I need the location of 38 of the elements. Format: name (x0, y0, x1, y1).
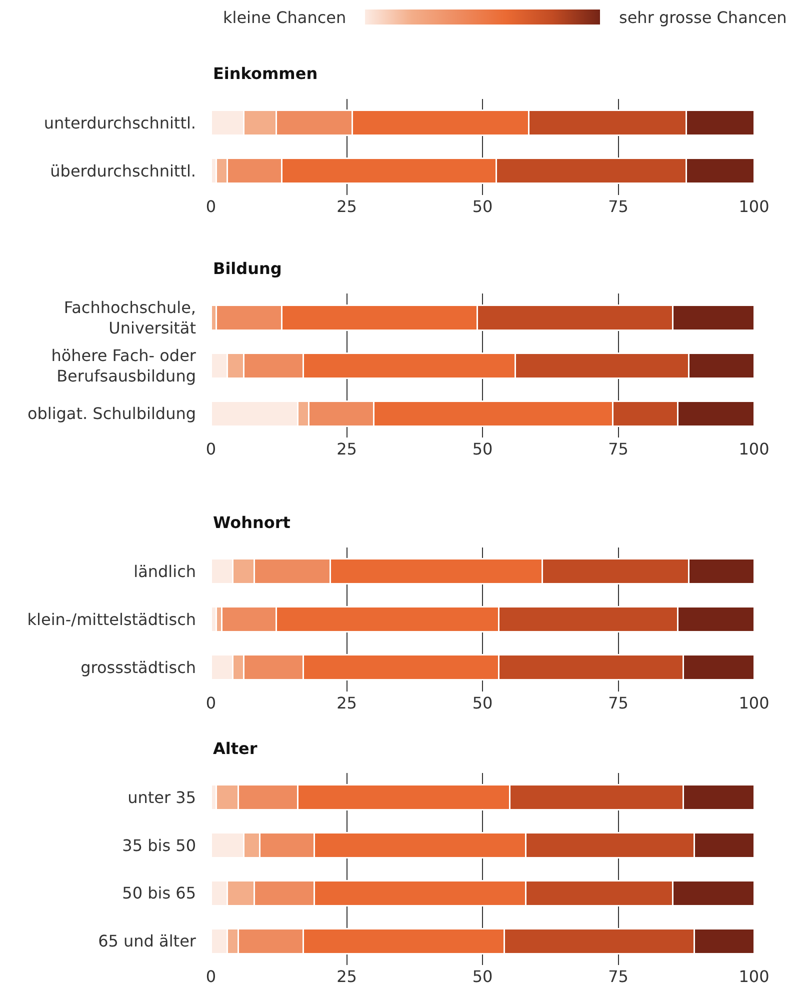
x-tick-label: 25 (336, 440, 357, 459)
y-tick-label: Fachhochschule, Universität (64, 298, 196, 338)
y-tick-label: unter 35 (128, 788, 196, 807)
x-tick-label: 75 (608, 693, 628, 712)
x-tick-label: 25 (336, 967, 357, 986)
text: sehr grosse Chancen (619, 8, 787, 27)
y-tick-label: unterdurchschnittl. (44, 113, 196, 132)
y-tick-label: 35 bis 50 (122, 836, 196, 855)
y-tick-label: überdurchschnittl. (50, 161, 196, 180)
x-tick-label: 100 (738, 967, 770, 986)
x-tick-label: 100 (738, 196, 770, 216)
chart-title: Wohnort (213, 513, 291, 532)
chart-title: Bildung (213, 259, 282, 278)
x-tick-label: 50 (472, 440, 493, 459)
x-tick-label: 25 (336, 693, 357, 712)
x-tick-label: 50 (472, 693, 493, 712)
x-tick-label: 0 (206, 693, 216, 712)
y-tick-label: höhere Fach- oder Berufsausbildung (51, 346, 196, 386)
x-tick-label: 0 (206, 440, 216, 459)
x-tick-label: 50 (472, 967, 493, 986)
y-tick-label: grossstädtisch (80, 658, 196, 677)
y-tick-label: ländlich (134, 562, 196, 582)
x-tick-label: 0 (206, 196, 216, 216)
y-tick-label: klein-/mittelstädtisch (27, 610, 196, 629)
y-tick-label: 65 und älter (98, 932, 196, 951)
x-tick-label: 75 (608, 967, 628, 986)
chart-title: Einkommen (213, 64, 318, 83)
x-tick-label: 0 (206, 967, 216, 986)
x-tick-label: 75 (608, 440, 628, 459)
x-tick-label: 100 (738, 440, 770, 459)
y-tick-label: obligat. Schulbildung (27, 404, 196, 424)
x-tick-label: 75 (608, 196, 628, 216)
x-tick-label: 25 (336, 196, 357, 216)
text: kleine Chancen (223, 8, 346, 27)
chart-title: Alter (213, 739, 258, 758)
y-tick-label: 50 bis 65 (122, 884, 196, 903)
x-tick-label: 100 (738, 693, 770, 712)
x-tick-label: 50 (472, 196, 493, 216)
